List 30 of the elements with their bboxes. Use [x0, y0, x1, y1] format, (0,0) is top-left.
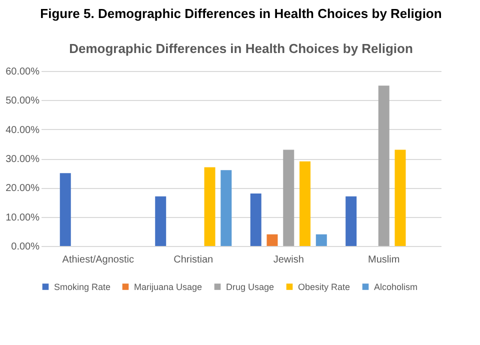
bar	[60, 173, 71, 246]
y-tick-label: 40.00%	[6, 124, 40, 136]
y-tick-label: 50.00%	[6, 96, 40, 107]
bar	[155, 196, 166, 246]
bar	[266, 234, 278, 246]
x-tick-label: Athiest/Agnostic	[62, 254, 134, 266]
legend-label: Alcoholism	[374, 282, 418, 292]
bar	[394, 150, 406, 246]
x-tick-label: Muslim	[368, 254, 400, 266]
bar	[220, 170, 232, 246]
bar	[283, 150, 294, 246]
chart-subtitle: Demographic Differences in Health Choices by Religion	[69, 41, 413, 56]
legend-label: Marijuana Usage	[134, 282, 202, 292]
y-tick-label: 10.00%	[6, 212, 40, 224]
bar	[346, 196, 357, 246]
y-tick-label: 60.00%	[6, 66, 40, 78]
legend-label: Smoking Rate	[54, 282, 111, 292]
y-tick-label: 30.00%	[6, 154, 40, 165]
bar	[316, 234, 327, 246]
y-tick-label: 0.00%	[11, 242, 40, 252]
bar	[300, 161, 311, 246]
legend-label: Obesity Rate	[298, 282, 350, 292]
y-tick-label: 20.00%	[6, 183, 40, 194]
bar	[250, 194, 262, 246]
legend-label: Drug Usage	[226, 282, 274, 292]
bar	[378, 86, 390, 246]
x-tick-label: Christian	[174, 254, 214, 266]
x-tick-label: Jewish	[273, 254, 304, 266]
chart-title: Figure 5. Demographic Differences in Health Choices by Religion	[40, 6, 442, 21]
bar	[204, 167, 216, 246]
